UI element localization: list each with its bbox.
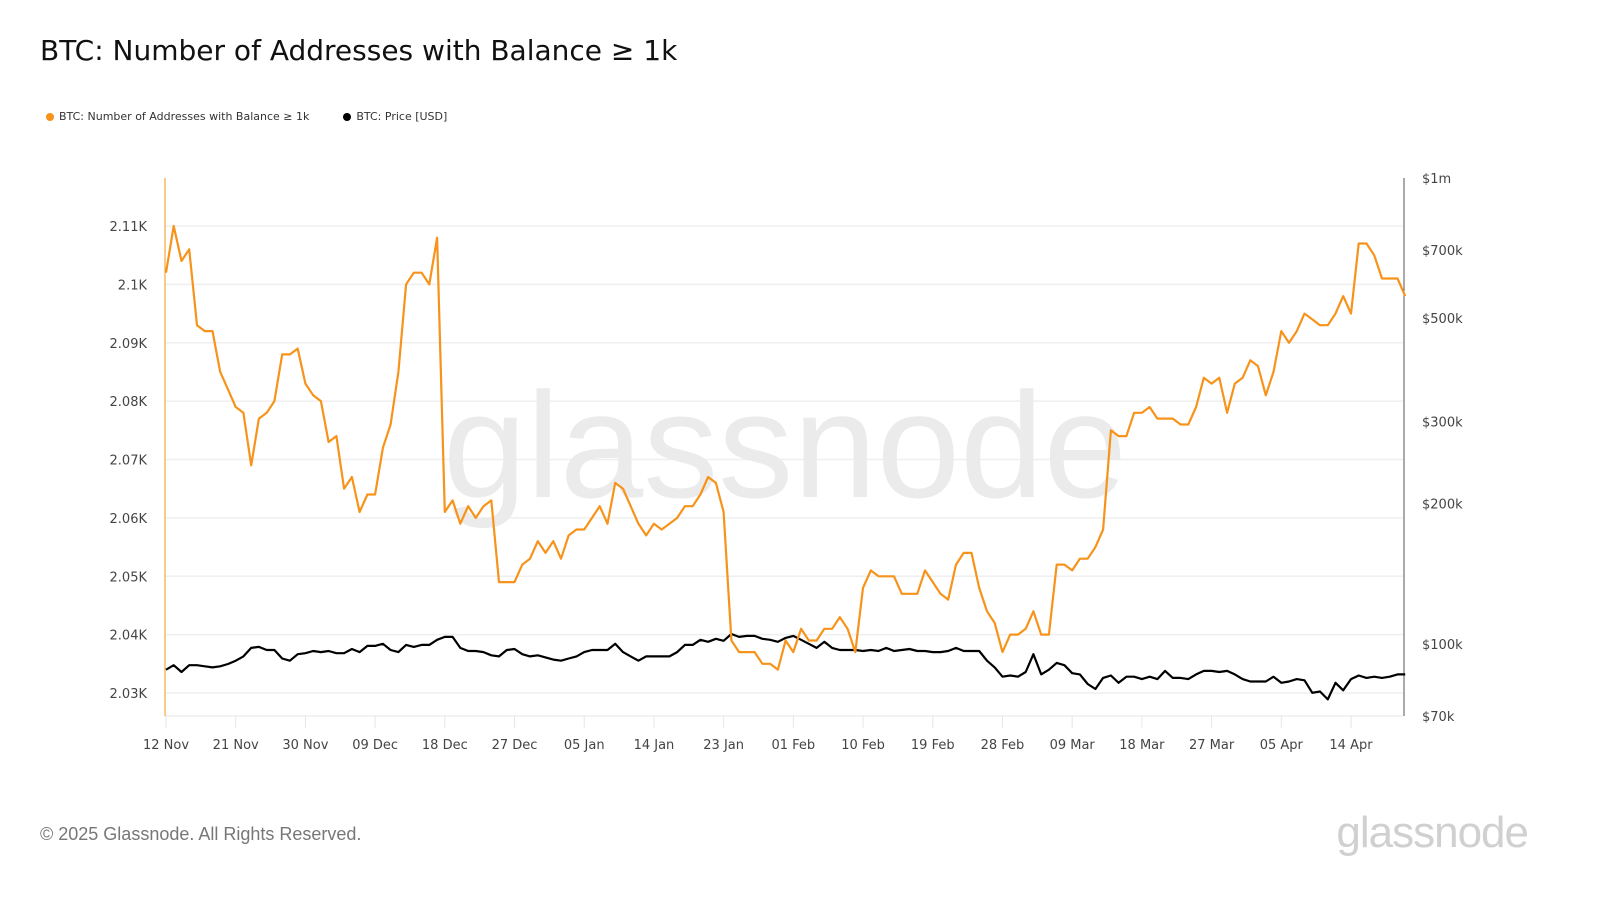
x-axis-tick-label: 18 Mar xyxy=(1119,738,1165,753)
left-axis-tick-label: 2.1K xyxy=(118,278,148,293)
left-axis-tick-label: 2.11K xyxy=(110,220,148,235)
price-series-line xyxy=(165,632,1406,701)
left-axis-tick-label: 2.05K xyxy=(110,570,148,585)
glassnode-logo: glassnode xyxy=(1336,808,1529,857)
x-axis-tick-label: 19 Feb xyxy=(911,738,955,753)
right-axis-tick-label: $500k xyxy=(1422,312,1463,327)
right-axis-tick-label: $100k xyxy=(1422,638,1463,653)
left-axis-tick-label: 2.04K xyxy=(110,629,148,644)
right-axis-tick-label: $70k xyxy=(1422,710,1455,725)
x-axis: 12 Nov 21 Nov 30 Nov 09 Dec 18 Dec 27 Dec 05 J… xyxy=(143,716,1373,753)
x-axis-tick-label: 05 Apr xyxy=(1260,738,1304,753)
right-y-axis: $70k $100k $200k $300k $500k $700k $1m xyxy=(1403,172,1463,725)
x-axis-tick-label: 10 Feb xyxy=(841,738,885,753)
copyright-text: © 2025 Glassnode. All Rights Reserved. xyxy=(40,824,362,844)
x-axis-tick-label: 14 Jan xyxy=(634,738,675,753)
x-axis-tick-label: 30 Nov xyxy=(282,738,328,753)
legend-item-addresses[interactable]: BTC: Number of Addresses with Balance ≥ … xyxy=(46,110,309,123)
left-axis-tick-label: 2.03K xyxy=(110,687,148,702)
right-axis-tick-label: $700k xyxy=(1422,244,1463,259)
black-dot-icon xyxy=(343,112,352,121)
left-axis-tick-label: 2.06K xyxy=(110,512,148,527)
legend-label-price: BTC: Price [USD] xyxy=(356,110,448,123)
x-axis-tick-label: 18 Dec xyxy=(422,738,468,753)
x-axis-tick-label: 21 Nov xyxy=(213,738,259,753)
legend-label-addresses: BTC: Number of Addresses with Balance ≥ … xyxy=(59,110,310,123)
x-axis-tick-label: 28 Feb xyxy=(981,738,1025,753)
x-axis-tick-label: 09 Mar xyxy=(1050,738,1096,753)
x-axis-tick-label: 01 Feb xyxy=(771,738,815,753)
x-axis-tick-label: 27 Dec xyxy=(492,738,538,753)
x-axis-tick-label: 14 Apr xyxy=(1329,738,1373,753)
right-axis-tick-label: $1m xyxy=(1422,172,1451,187)
left-axis-tick-label: 2.08K xyxy=(110,395,148,410)
x-axis-tick-label: 05 Jan xyxy=(564,738,605,753)
x-axis-tick-label: 09 Dec xyxy=(352,738,398,753)
addresses-series-line xyxy=(164,224,1407,671)
orange-dot-icon xyxy=(46,112,54,121)
x-axis-tick-label: 23 Jan xyxy=(703,738,744,753)
left-axis-tick-label: 2.09K xyxy=(110,337,148,352)
right-axis-tick-label: $300k xyxy=(1422,416,1463,431)
left-axis-tick-label: 2.07K xyxy=(110,454,148,469)
legend-item-price[interactable]: BTC: Price [USD] xyxy=(343,110,447,123)
left-y-axis: 2.03K 2.04K 2.05K 2.06K 2.07K 2.08K 2.09K 2.1K 2… xyxy=(110,178,166,716)
page-title: BTC: Number of Addresses with Balance ≥ … xyxy=(40,34,678,67)
chart-legend: BTC: Number of Addresses with Balance ≥ … xyxy=(46,110,447,123)
right-axis-tick-label: $200k xyxy=(1422,498,1463,513)
x-axis-tick-label: 12 Nov xyxy=(143,738,189,753)
watermark-logo: glassnode xyxy=(443,361,1127,529)
x-axis-tick-label: 27 Mar xyxy=(1189,738,1235,753)
